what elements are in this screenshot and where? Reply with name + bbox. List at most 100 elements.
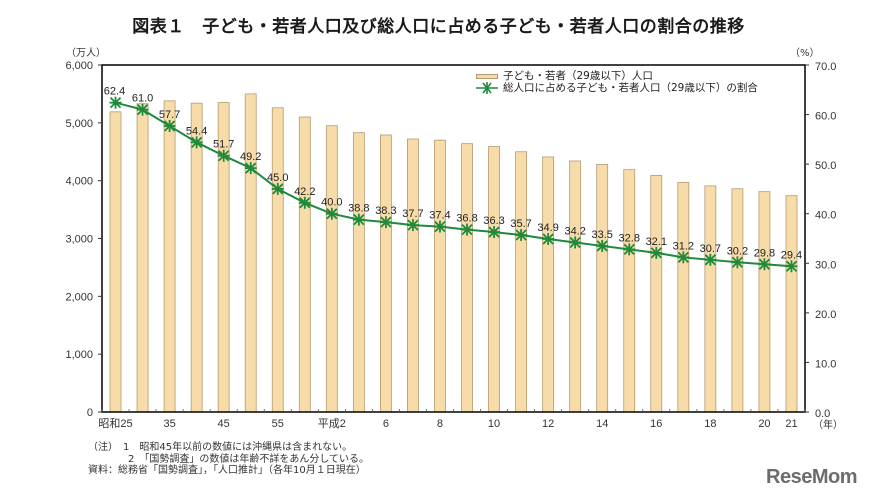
bar [271,107,284,413]
bar [136,103,149,413]
line-marker [731,256,744,269]
axes: 0 1,000 2,000 3,000 4,000 5,000 6,000（万人） 0.0 10… [65,47,843,431]
right-axis-unit: （%） [790,47,820,59]
x-axis-tick-label: 18 [704,418,716,430]
line-marker [136,103,149,116]
left-axis-tick-label: 4,000 [65,176,93,188]
data-label: 33.5 [592,229,613,241]
line-marker [569,236,582,249]
x-axis-tick-label: 55 [272,418,284,430]
data-label: 29.8 [754,247,775,259]
bar [190,102,203,413]
line-marker [325,207,338,220]
bar [704,185,717,413]
data-label: 37.7 [402,208,423,220]
bar [434,139,446,413]
data-label: 38.3 [375,205,396,217]
data-label: 30.7 [700,243,721,255]
right-axis-tick-label: 20.0 [815,309,836,321]
line-marker [163,119,176,132]
bar [731,188,744,413]
line-marker [109,96,122,109]
data-label: 49.2 [240,151,261,163]
legend-label-line: 総人口に占める子ども・若者人口（29歳以下）の割合 [503,82,758,94]
line-marker [271,182,284,195]
left-axis-tick-label: 1,000 [65,349,93,361]
x-axis-tick-label: 12 [542,418,554,430]
x-axis-unit: （年） [813,418,843,431]
bar [461,143,473,413]
data-label: 57.7 [159,109,180,121]
bar [569,160,582,413]
bar [380,134,392,413]
legend-entry-bar: 子ども・若者（29歳以下）人口 [476,70,758,82]
data-label: 42.2 [294,186,315,198]
right-axis-tick-label: 30.0 [815,259,836,271]
x-axis-tick-label: 6 [383,418,389,430]
bar [758,191,771,413]
data-label: 30.2 [727,245,748,257]
right-axis-tick-label: 0.0 [815,408,830,420]
x-axis-tick-label: 昭和25 [98,417,132,430]
line-series [109,96,798,273]
bar [298,116,311,413]
data-label: 36.3 [483,215,504,227]
line-marker [217,149,230,162]
bar [623,169,636,413]
bar [163,100,176,413]
x-axis-tick-label: 8 [437,418,443,430]
line-marker [650,246,663,259]
data-label: 34.2 [564,225,585,237]
data-label: 34.9 [537,222,558,234]
legend-bar-swatch [476,73,498,79]
bar [352,132,365,413]
line-marker [596,239,609,252]
bar [677,182,690,413]
left-axis-tick-label: 5,000 [65,118,93,130]
legend-entry-line: 総人口に占める子ども・若者人口（29歳以下）の割合 [476,82,758,94]
line-marker [704,253,717,266]
line-marker [488,226,501,239]
left-axis-unit: （万人） [66,47,106,59]
x-axis-tick-label: 平成2 [318,417,346,430]
line-marker [785,260,798,273]
left-axis-tick-label: 0 [87,407,93,419]
data-label: 62.4 [104,86,125,98]
bar [488,146,500,413]
x-axis-tick-label: 14 [596,418,608,430]
line-marker [244,162,257,175]
data-label: 40.0 [321,197,342,209]
x-axis-tick-label: 20 [758,418,770,430]
line-marker [433,220,446,233]
right-axis-tick-label: 50.0 [815,160,836,172]
left-axis-tick-label: 2,000 [65,291,93,303]
chart-title: 図表１ 子ども・若者人口及び総人口に占める子ども・若者人口の割合の推移 [132,17,745,37]
right-axis-tick-label: 10.0 [815,358,836,370]
bar [596,164,609,413]
left-axis-tick-label: 6,000 [65,60,93,72]
data-label: 38.8 [348,203,369,215]
line-marker [406,219,419,232]
data-label: 36.8 [456,213,477,225]
data-label: 51.7 [213,139,234,151]
x-axis-tick-label: 16 [650,418,662,430]
bar [515,151,527,413]
bar [325,125,338,413]
line-marker [461,223,474,236]
x-axis-tick-label: 10 [488,418,500,430]
x-axis-tick-label: 21 [785,418,797,430]
line-marker [515,229,528,242]
bar [650,175,663,413]
plot-border [101,64,806,413]
data-label: 35.7 [510,218,531,230]
data-label: 31.2 [673,240,694,252]
line-marker [379,216,392,229]
line-marker [190,136,203,149]
bar [542,156,555,413]
line-marker [298,196,311,209]
data-label: 61.0 [132,93,153,105]
data-label: 32.1 [646,236,667,248]
right-axis-tick-label: 60.0 [815,111,836,123]
data-labels: 62.4 61.0 57.7 54.4 51.7 49.2 45.0 42.2 40.0 38.8… [104,86,802,262]
